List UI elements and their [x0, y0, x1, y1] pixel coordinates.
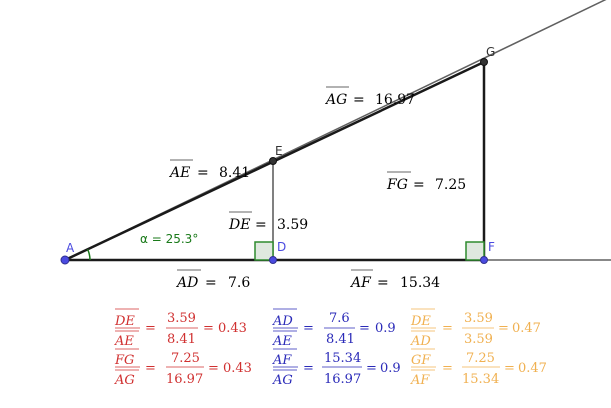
svg-text:3.59: 3.59	[277, 217, 308, 233]
svg-text:=: =	[303, 361, 314, 376]
svg-text:AG: AG	[324, 92, 347, 108]
svg-text:DE: DE	[410, 314, 431, 329]
ratio-sin-large: FG AG = 7.25 16.97 = 0.43	[114, 348, 252, 388]
point-f[interactable]	[480, 256, 488, 264]
svg-text:AF: AF	[349, 275, 372, 291]
label-a: A	[66, 241, 75, 255]
ratio-sin-small: DE AE = 3.59 8.41 = 0.43	[114, 308, 247, 349]
label-d: D	[277, 240, 286, 254]
label-ae: AE = 8.41	[168, 159, 250, 181]
svg-text:=: =	[145, 321, 156, 336]
svg-text:0.9: 0.9	[375, 321, 396, 336]
svg-text:8.41: 8.41	[167, 332, 196, 347]
right-angle-f	[465, 241, 485, 261]
ratio-cos-large: AF AG = 15.34 16.97 = 0.9	[272, 348, 401, 388]
ratio-cos-small: AD AE = 7.6 8.41 = 0.9	[272, 308, 396, 349]
label-g: G	[486, 45, 495, 59]
svg-text:8.41: 8.41	[326, 332, 355, 347]
svg-text:AF: AF	[410, 373, 430, 388]
svg-text:=: =	[303, 321, 314, 336]
svg-text:GF: GF	[411, 353, 431, 368]
svg-text:=: =	[197, 165, 209, 181]
svg-text:0.47: 0.47	[512, 321, 541, 336]
svg-text:AF: AF	[272, 353, 292, 368]
point-g[interactable]	[480, 58, 488, 66]
svg-text:=: =	[504, 361, 515, 376]
svg-text:=: =	[442, 321, 453, 336]
label-de: DE = 3.59	[228, 211, 308, 233]
svg-text:15.34: 15.34	[462, 372, 499, 387]
svg-text:=: =	[377, 275, 389, 291]
svg-text:AG: AG	[272, 373, 293, 388]
svg-text:=: =	[359, 321, 370, 336]
svg-text:AD: AD	[175, 275, 198, 291]
svg-text:16.97: 16.97	[166, 372, 203, 387]
right-angle-d	[254, 241, 274, 261]
label-ad: AD = 7.6	[175, 269, 250, 291]
svg-text:16.97: 16.97	[375, 92, 415, 108]
svg-text:0.9: 0.9	[380, 361, 401, 376]
svg-text:3.59: 3.59	[464, 311, 493, 326]
svg-text:=: =	[145, 361, 156, 376]
svg-text:DE: DE	[114, 314, 135, 329]
svg-text:3.59: 3.59	[464, 332, 493, 347]
label-f: F	[488, 240, 495, 254]
label-e: E	[275, 144, 283, 158]
svg-text:AD: AD	[272, 314, 293, 329]
svg-text:=: =	[442, 361, 453, 376]
svg-text:=: =	[366, 361, 377, 376]
svg-text:16.97: 16.97	[324, 372, 361, 387]
angle-label: α = 25.3°	[140, 232, 198, 246]
svg-text:7.25: 7.25	[466, 351, 495, 366]
point-d[interactable]	[269, 256, 277, 264]
svg-text:=: =	[203, 321, 214, 336]
svg-text:7.6: 7.6	[329, 311, 350, 326]
svg-text:AE: AE	[272, 334, 292, 349]
svg-text:7.25: 7.25	[435, 177, 466, 193]
svg-text:AD: AD	[410, 334, 431, 349]
svg-text:3.59: 3.59	[167, 311, 196, 326]
svg-text:=: =	[205, 275, 217, 291]
svg-text:=: =	[353, 92, 365, 108]
point-a[interactable]	[60, 255, 70, 265]
ratio-tan-small: DE AD = 3.59 3.59 = 0.47	[410, 308, 541, 349]
svg-text:0.43: 0.43	[223, 361, 252, 376]
svg-text:15.34: 15.34	[400, 275, 440, 291]
svg-text:8.41: 8.41	[219, 165, 250, 181]
svg-text:AE: AE	[168, 165, 190, 181]
label-ag: AG = 16.97	[324, 86, 415, 108]
svg-text:FG: FG	[114, 353, 134, 368]
svg-text:AG: AG	[114, 373, 135, 388]
point-e[interactable]	[269, 157, 277, 165]
svg-text:FG: FG	[386, 177, 408, 193]
svg-text:7.6: 7.6	[228, 275, 250, 291]
label-fg: FG = 7.25	[386, 171, 466, 193]
label-af: AF = 15.34	[349, 269, 440, 291]
svg-text:15.34: 15.34	[324, 351, 361, 366]
angle-arc-a	[86, 248, 91, 261]
svg-text:7.25: 7.25	[171, 351, 200, 366]
svg-text:=: =	[413, 177, 425, 193]
svg-text:AE: AE	[114, 334, 134, 349]
svg-text:0.43: 0.43	[218, 321, 247, 336]
svg-text:0.47: 0.47	[518, 361, 547, 376]
svg-text:=: =	[255, 217, 267, 233]
svg-text:DE: DE	[228, 217, 250, 233]
ratio-tan-large: GF AF = 7.25 15.34 = 0.47	[410, 348, 547, 388]
svg-text:=: =	[208, 361, 219, 376]
svg-text:=: =	[498, 321, 509, 336]
